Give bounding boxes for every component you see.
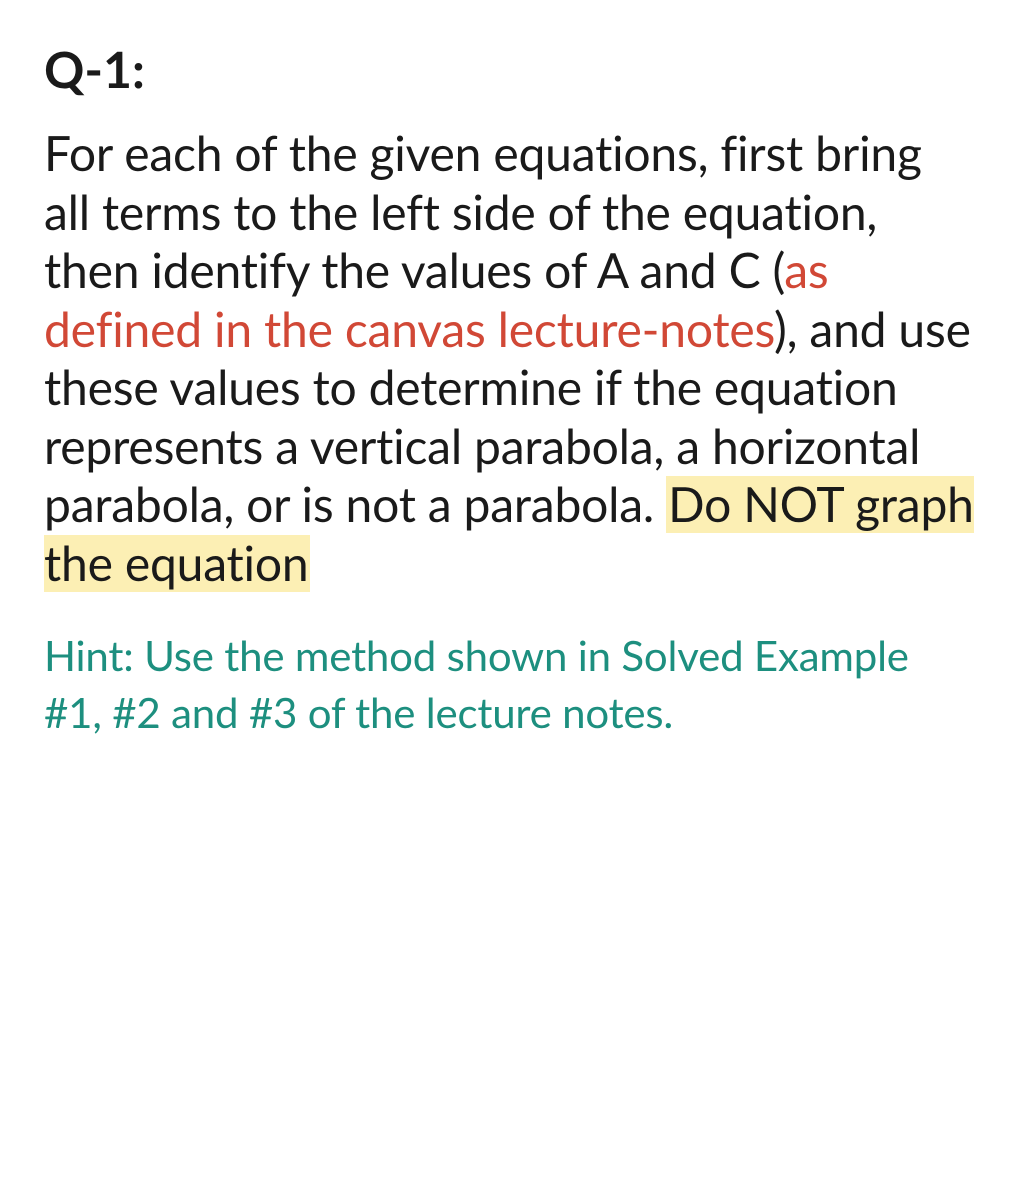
question-page: Q-1: For each of the given equations, fi… (0, 0, 1012, 741)
hint-paragraph: Hint: Use the method shown in Solved Exa… (44, 627, 976, 740)
question-number-heading: Q-1: (44, 42, 976, 97)
instructions-paragraph: For each of the given equations, first b… (44, 125, 976, 593)
